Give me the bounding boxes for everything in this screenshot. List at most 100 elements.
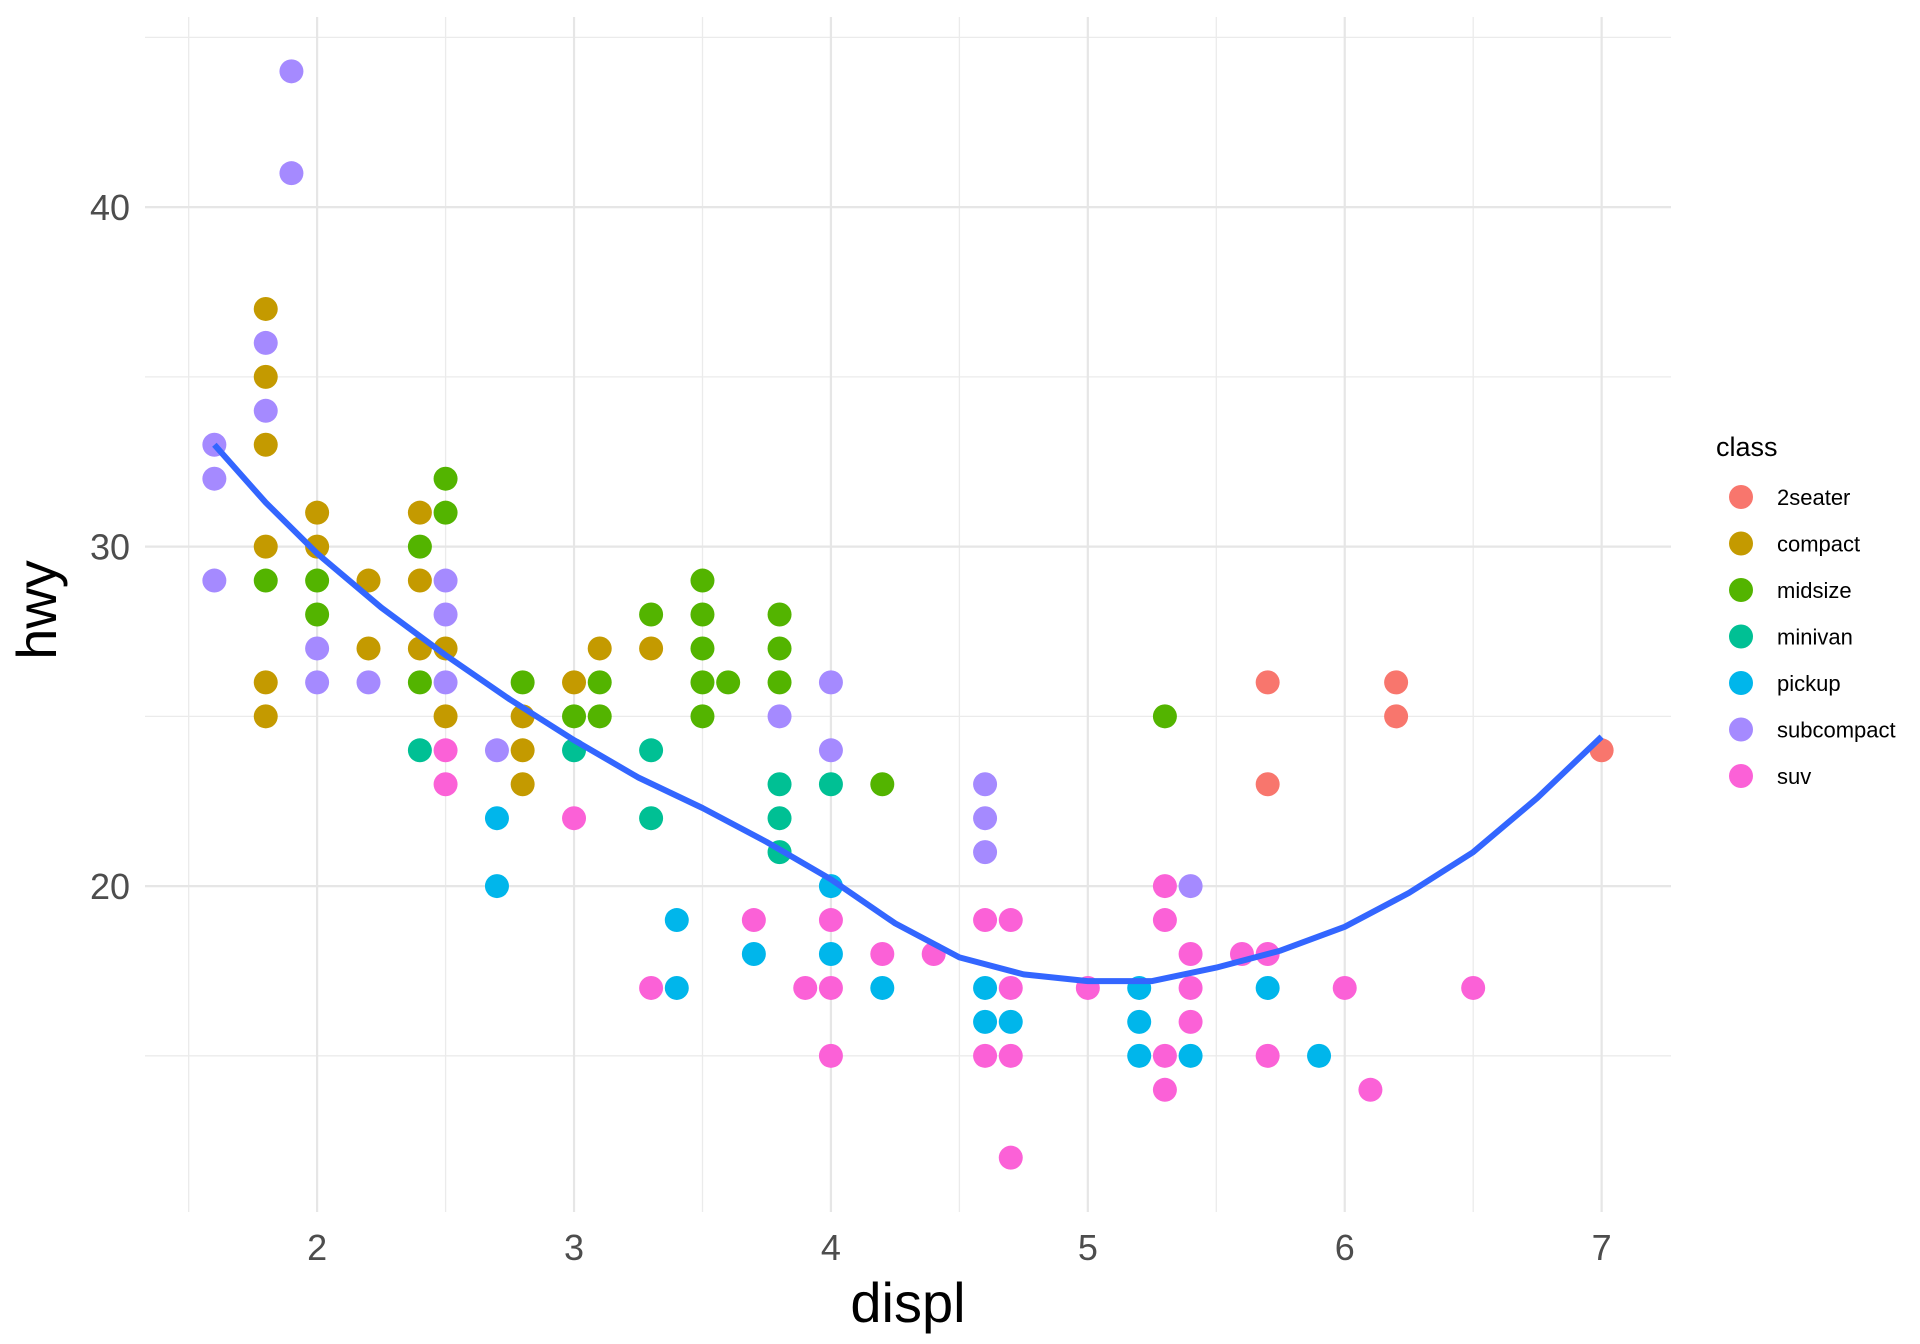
data-point-subcompact — [818, 738, 843, 763]
data-point-compact — [639, 636, 664, 661]
data-point-midsize — [587, 704, 612, 729]
smooth-line — [212, 442, 1604, 985]
data-point-suv — [1152, 908, 1177, 933]
data-point-midsize — [870, 772, 895, 797]
data-point-midsize — [767, 602, 792, 627]
data-point-suv — [998, 908, 1023, 933]
data-point-suv — [1461, 975, 1486, 1000]
data-point-subcompact — [253, 330, 278, 355]
data-point-pickup — [664, 975, 689, 1000]
x-axis-title: displ — [850, 1271, 965, 1334]
data-point-compact — [356, 636, 381, 661]
data-point-minivan — [767, 772, 792, 797]
data-point-midsize — [690, 670, 715, 695]
data-point-compact — [253, 534, 278, 559]
data-point-midsize — [716, 670, 741, 695]
data-point-suv — [1152, 874, 1177, 899]
data-point-subcompact — [818, 670, 843, 695]
data-point-2seater — [1255, 670, 1280, 695]
data-point-compact — [253, 670, 278, 695]
legend-key-2seater — [1729, 485, 1753, 509]
data-point-midsize — [767, 636, 792, 661]
data-point-compact — [253, 432, 278, 457]
data-point-suv — [1178, 941, 1203, 966]
y-tick-label: 40 — [90, 187, 130, 228]
legend-key-subcompact — [1729, 717, 1753, 742]
data-point-suv — [433, 772, 458, 797]
data-point-midsize — [433, 466, 458, 491]
data-point-pickup — [484, 874, 509, 899]
data-point-suv — [1178, 975, 1203, 1000]
data-point-subcompact — [484, 738, 509, 763]
data-point-suv — [998, 1043, 1023, 1068]
data-point-midsize — [253, 568, 278, 593]
x-tick-label: 2 — [307, 1227, 327, 1268]
x-tick-label: 5 — [1078, 1227, 1098, 1268]
legend: class 2seater compact midsize minivan pickup… — [1716, 432, 1896, 789]
data-point-midsize — [767, 670, 792, 695]
x-tick-label: 4 — [821, 1227, 841, 1268]
data-point-suv — [973, 1043, 998, 1068]
x-tick-label: 6 — [1335, 1227, 1355, 1268]
legend-key-pickup — [1729, 671, 1753, 695]
data-point-suv — [433, 738, 458, 763]
y-axis-title: hwy — [5, 560, 68, 660]
data-point-subcompact — [305, 636, 330, 661]
data-point-suv — [818, 975, 843, 1000]
legend-label: minivan — [1777, 625, 1853, 650]
data-point-pickup — [1307, 1043, 1332, 1068]
data-point-2seater — [1384, 704, 1409, 729]
legend-key-suv — [1729, 764, 1753, 788]
legend-key-midsize — [1729, 578, 1753, 602]
data-point-suv — [741, 908, 766, 933]
data-point-midsize — [690, 568, 715, 593]
data-point-compact — [305, 500, 330, 525]
data-point-pickup — [973, 975, 998, 1000]
data-point-suv — [562, 806, 587, 831]
data-point-compact — [510, 772, 535, 797]
data-point-suv — [1178, 1009, 1203, 1034]
data-point-2seater — [1384, 670, 1409, 695]
legend-key-minivan — [1729, 624, 1753, 649]
data-point-compact — [587, 636, 612, 661]
data-point-compact — [253, 364, 278, 389]
data-point-compact — [407, 500, 432, 525]
data-point-subcompact — [973, 806, 998, 831]
data-point-suv — [1332, 975, 1357, 1000]
data-point-midsize — [690, 602, 715, 627]
data-point-subcompact — [433, 670, 458, 695]
data-point-pickup — [973, 1009, 998, 1034]
data-point-subcompact — [202, 466, 227, 491]
data-point-minivan — [639, 738, 664, 763]
data-point-pickup — [1127, 1043, 1152, 1068]
data-point-suv — [973, 908, 998, 933]
data-point-2seater — [1255, 772, 1280, 797]
data-point-midsize — [510, 670, 535, 695]
data-point-subcompact — [973, 772, 998, 797]
y-tick-label: 30 — [90, 527, 130, 568]
legend-key-compact — [1729, 531, 1753, 556]
data-point-midsize — [433, 500, 458, 525]
data-point-compact — [356, 568, 381, 593]
data-point-pickup — [818, 941, 843, 966]
data-point-subcompact — [279, 59, 304, 84]
data-point-suv — [998, 975, 1023, 1000]
data-point-pickup — [484, 806, 509, 831]
data-point-compact — [562, 670, 587, 695]
data-point-subcompact — [973, 840, 998, 865]
data-point-midsize — [587, 670, 612, 695]
legend-label: midsize — [1777, 578, 1852, 603]
data-point-subcompact — [433, 602, 458, 627]
data-point-pickup — [1178, 1043, 1203, 1068]
data-point-midsize — [562, 704, 587, 729]
data-point-minivan — [407, 738, 432, 763]
data-point-subcompact — [356, 670, 381, 695]
data-point-subcompact — [253, 398, 278, 423]
data-point-suv — [870, 941, 895, 966]
data-point-subcompact — [202, 568, 227, 593]
data-point-pickup — [741, 941, 766, 966]
legend-label: compact — [1777, 532, 1860, 557]
data-point-midsize — [407, 534, 432, 559]
legend-label: pickup — [1777, 671, 1841, 696]
